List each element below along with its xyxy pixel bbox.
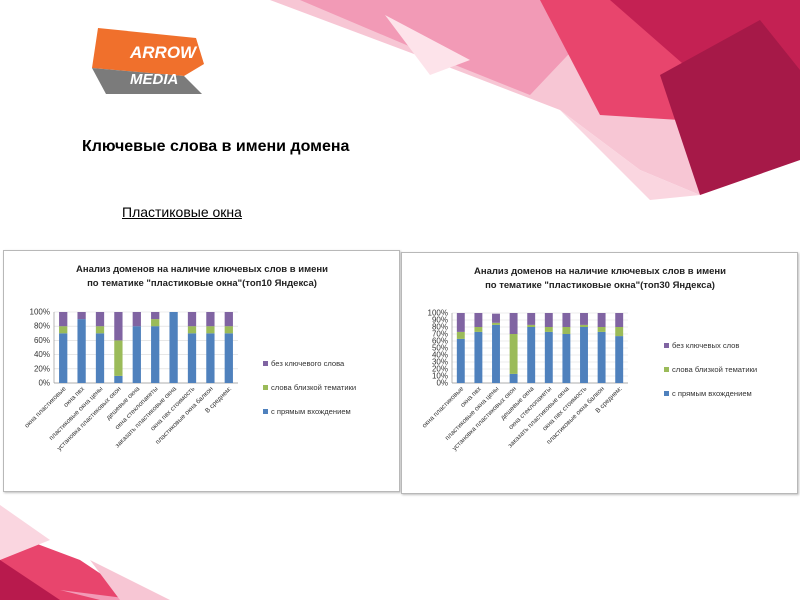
bar-segment-3 [95, 312, 105, 327]
legend-label: с прямым вхождением [271, 407, 351, 416]
y-tick-label: 30% [432, 358, 448, 367]
bar-segment-2 [95, 326, 105, 334]
bar-segment-2 [206, 326, 215, 334]
bar-segment-2 [456, 331, 465, 339]
bar-segment-3 [597, 313, 606, 327]
legend-label: слова близкой тематики [271, 383, 356, 392]
bar-segment-1 [95, 333, 105, 383]
legend-swatch [263, 385, 268, 390]
y-tick-label: 100% [428, 309, 448, 318]
y-tick-label: 60% [34, 336, 50, 345]
bar-segment-1 [224, 333, 233, 383]
bar-segment-2 [224, 326, 233, 334]
y-tick-label: 0% [436, 379, 448, 388]
bar-segment-1 [580, 327, 588, 383]
legend-label: без ключевых слов [672, 341, 739, 350]
chart-panel-top30: Анализ доменов на наличие ключевых слов … [401, 252, 798, 494]
bar-segment-1 [114, 375, 123, 383]
bar-segment-2 [474, 327, 483, 332]
bar-segment-3 [77, 312, 86, 320]
bar-segment-3 [132, 312, 141, 327]
y-tick-label: 40% [34, 350, 50, 359]
y-tick-label: 0% [38, 379, 50, 388]
bar-segment-3 [206, 312, 215, 327]
bar-segment-2 [562, 327, 571, 334]
bar-segment-1 [151, 326, 160, 383]
bar-segment-3 [580, 313, 588, 325]
bar-segment-1 [474, 331, 483, 383]
legend-label: с прямым вхождением [672, 389, 752, 398]
bar-segment-3 [615, 313, 624, 327]
chart-title-line-1: Анализ доменов на наличие ключевых слов … [76, 264, 328, 275]
bar-segment-3 [527, 313, 536, 325]
bar-segment-1 [597, 331, 606, 383]
bar-segment-3 [544, 313, 553, 327]
arrow-media-logo: ARROW MEDIA [92, 28, 204, 94]
bar-segment-2 [597, 327, 606, 332]
bar-segment-1 [509, 373, 518, 383]
chart-top30: Анализ доменов на наличие ключевых слов … [421, 266, 757, 452]
bar-segment-1 [492, 324, 500, 383]
chart-title-line-2: по тематике "пластиковые окна"(топ10 Янд… [87, 278, 317, 289]
bar-segment-2 [615, 327, 624, 337]
bar-segment-1 [77, 319, 86, 383]
bar-segment-3 [509, 313, 518, 334]
bar-segment-3 [492, 313, 500, 323]
logo-line-1: ARROW [129, 43, 198, 62]
legend-swatch [664, 391, 669, 396]
legend-swatch [664, 367, 669, 372]
bar-segment-3 [151, 312, 160, 320]
y-tick-label: 100% [30, 308, 50, 317]
chart-title-line-2: по тематике "пластиковые окна"(топ30 Янд… [485, 280, 715, 291]
bar-segment-3 [224, 312, 233, 327]
bar-segment-2 [151, 319, 160, 327]
y-tick-label: 20% [34, 364, 50, 373]
bar-segment-3 [187, 312, 197, 327]
bar-segment-2 [580, 324, 588, 327]
bar-segment-1 [206, 333, 215, 383]
bar-segment-2 [187, 326, 197, 334]
bar-segment-3 [474, 313, 483, 327]
legend-label: слова близкой тематики [672, 365, 757, 374]
bar-segment-2 [492, 322, 500, 325]
y-tick-label: 70% [432, 330, 448, 339]
bar-segment-2 [114, 340, 123, 376]
bar-segment-1 [527, 327, 536, 383]
bar-segment-1 [187, 333, 197, 383]
bar-segment-2 [544, 327, 553, 332]
legend-swatch [263, 409, 268, 414]
bar-segment-3 [562, 313, 571, 327]
y-tick-label: 60% [432, 337, 448, 346]
chart-top10: Анализ доменов на наличие ключевых слов … [24, 264, 357, 452]
bar-segment-1 [562, 334, 571, 383]
bar-segment-1 [132, 326, 141, 383]
legend-swatch [664, 343, 669, 348]
bar-segment-1 [59, 333, 68, 383]
y-tick-label: 20% [432, 365, 448, 374]
bar-segment-1 [544, 331, 553, 383]
bar-segment-3 [456, 313, 465, 332]
chart-panel-top10: Анализ доменов на наличие ключевых слов … [3, 250, 400, 492]
bar-segment-2 [509, 334, 518, 374]
legend-label: без ключевого слова [271, 359, 345, 368]
bar-segment-1 [615, 336, 624, 383]
logo-line-2: MEDIA [130, 71, 178, 88]
bar-segment-3 [114, 312, 123, 341]
y-tick-label: 40% [432, 351, 448, 360]
y-tick-label: 80% [432, 323, 448, 332]
bar-segment-2 [527, 324, 536, 327]
legend-swatch [263, 361, 268, 366]
y-tick-label: 50% [432, 344, 448, 353]
bar-segment-2 [59, 326, 68, 334]
bar-segment-1 [456, 338, 465, 383]
bar-segment-3 [59, 312, 68, 327]
y-tick-label: 90% [432, 316, 448, 325]
page-subtitle: Пластиковые окна [122, 204, 242, 220]
page-title: Ключевые слова в имени домена [82, 138, 350, 155]
bar-segment-1 [169, 312, 178, 383]
y-tick-label: 80% [34, 322, 50, 331]
chart-title-line-1: Анализ доменов на наличие ключевых слов … [474, 266, 726, 277]
y-tick-label: 10% [432, 372, 448, 381]
